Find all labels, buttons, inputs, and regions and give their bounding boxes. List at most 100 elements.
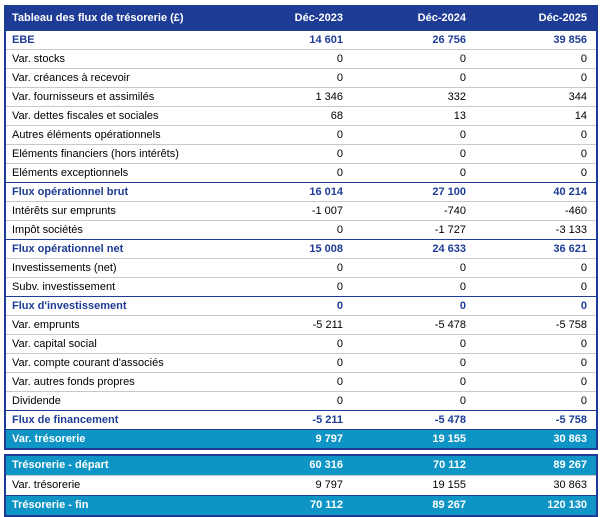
row-value: 0 (229, 125, 352, 145)
row-value: 36 621 (475, 239, 597, 259)
row-value: 0 (352, 334, 475, 354)
row-value: 0 (475, 296, 597, 316)
row-value: 27 100 (352, 182, 475, 202)
row-label: Flux d'investissement (5, 296, 229, 316)
table-row: Trésorerie - départ 60 316 70 112 89 267 (5, 454, 597, 476)
row-value: -1 007 (229, 201, 352, 221)
row-value: 70 112 (352, 454, 475, 476)
row-value: 0 (352, 49, 475, 69)
table-row: Flux de financement -5 211 -5 478 -5 758 (5, 410, 597, 430)
table-row: Var. autres fonds propres 0 0 0 (5, 372, 597, 392)
row-value: 89 267 (475, 454, 597, 476)
table-header-row: Tableau des flux de trésorerie (£) Déc-2… (5, 6, 597, 31)
row-value: 0 (352, 372, 475, 392)
row-value: -740 (352, 201, 475, 221)
table-row: Intérêts sur emprunts -1 007 -740 -460 (5, 201, 597, 221)
row-value: 0 (475, 372, 597, 392)
table-row: Dividende 0 0 0 (5, 391, 597, 411)
row-value: 0 (352, 68, 475, 88)
row-value: 0 (229, 68, 352, 88)
row-value: -1 727 (352, 220, 475, 240)
table-row: Var. capital social 0 0 0 (5, 334, 597, 354)
row-value: 39 856 (475, 29, 597, 50)
table-row: Investissements (net) 0 0 0 (5, 258, 597, 278)
row-value: 0 (475, 68, 597, 88)
row-label: Investissements (net) (5, 258, 229, 278)
row-value: 344 (475, 87, 597, 107)
row-value: 0 (229, 144, 352, 164)
row-value: 70 112 (229, 495, 352, 516)
column-header-dec-2023: Déc-2023 (229, 6, 352, 31)
table-row: Var. trésorerie 9 797 19 155 30 863 (5, 475, 597, 496)
row-label: Flux de financement (5, 410, 229, 430)
row-value: 0 (352, 277, 475, 297)
table-row: Var. créances à recevoir 0 0 0 (5, 68, 597, 88)
row-value: 30 863 (475, 475, 597, 496)
row-label: Var. trésorerie (5, 429, 229, 449)
row-label: Intérêts sur emprunts (5, 201, 229, 221)
table-row: EBE 14 601 26 756 39 856 (5, 29, 597, 50)
row-label: Subv. investissement (5, 277, 229, 297)
row-value: 0 (475, 163, 597, 183)
row-value: 16 014 (229, 182, 352, 202)
row-value: -460 (475, 201, 597, 221)
row-value: 40 214 (475, 182, 597, 202)
row-value: 60 316 (229, 454, 352, 476)
column-header-dec-2025: Déc-2025 (475, 6, 597, 31)
row-label: Var. stocks (5, 49, 229, 69)
row-value: 0 (475, 144, 597, 164)
row-value: 120 130 (475, 495, 597, 516)
row-label: Autres éléments opérationnels (5, 125, 229, 145)
row-value: 0 (352, 163, 475, 183)
row-value: 68 (229, 106, 352, 126)
table-row: Var. dettes fiscales et sociales 68 13 14 (5, 106, 597, 126)
row-value: 0 (352, 353, 475, 373)
row-value: 0 (352, 296, 475, 316)
row-value: 0 (352, 144, 475, 164)
row-label: Flux opérationnel brut (5, 182, 229, 202)
row-value: 0 (475, 353, 597, 373)
row-value: 0 (229, 353, 352, 373)
table-row: Var. compte courant d'associés 0 0 0 (5, 353, 597, 373)
row-value: 0 (352, 258, 475, 278)
row-value: 0 (475, 277, 597, 297)
table-row: Flux d'investissement 0 0 0 (5, 296, 597, 316)
row-value: 26 756 (352, 29, 475, 50)
row-value: 24 633 (352, 239, 475, 259)
row-value: 332 (352, 87, 475, 107)
row-label: EBE (5, 29, 229, 50)
row-value: 0 (352, 125, 475, 145)
row-value: 9 797 (229, 429, 352, 449)
table-row: Flux opérationnel brut 16 014 27 100 40 214 (5, 182, 597, 202)
table-row: Eléments financiers (hors intérêts) 0 0 0 (5, 144, 597, 164)
row-label: Impôt sociétés (5, 220, 229, 240)
row-value: 14 (475, 106, 597, 126)
row-value: -5 211 (229, 410, 352, 430)
row-value: 15 008 (229, 239, 352, 259)
row-label: Var. trésorerie (5, 475, 229, 496)
row-label: Eléments exceptionnels (5, 163, 229, 183)
table-row: Impôt sociétés 0 -1 727 -3 133 (5, 220, 597, 240)
row-value: 0 (229, 391, 352, 411)
row-value: -5 478 (352, 410, 475, 430)
table-row: Trésorerie - fin 70 112 89 267 120 130 (5, 495, 597, 516)
row-value: 0 (475, 258, 597, 278)
row-value: 1 346 (229, 87, 352, 107)
row-label: Var. capital social (5, 334, 229, 354)
row-value: 0 (229, 49, 352, 69)
row-value: 30 863 (475, 429, 597, 449)
table-row: Var. emprunts -5 211 -5 478 -5 758 (5, 315, 597, 335)
row-label: Trésorerie - fin (5, 495, 229, 516)
row-value: 0 (475, 125, 597, 145)
row-value: 0 (352, 391, 475, 411)
row-value: -3 133 (475, 220, 597, 240)
column-header-dec-2024: Déc-2024 (352, 6, 475, 31)
row-label: Trésorerie - départ (5, 454, 229, 476)
row-label: Var. fournisseurs et assimilés (5, 87, 229, 107)
row-value: 0 (475, 334, 597, 354)
row-value: 0 (229, 296, 352, 316)
row-value: 19 155 (352, 475, 475, 496)
row-value: 14 601 (229, 29, 352, 50)
row-value: 13 (352, 106, 475, 126)
